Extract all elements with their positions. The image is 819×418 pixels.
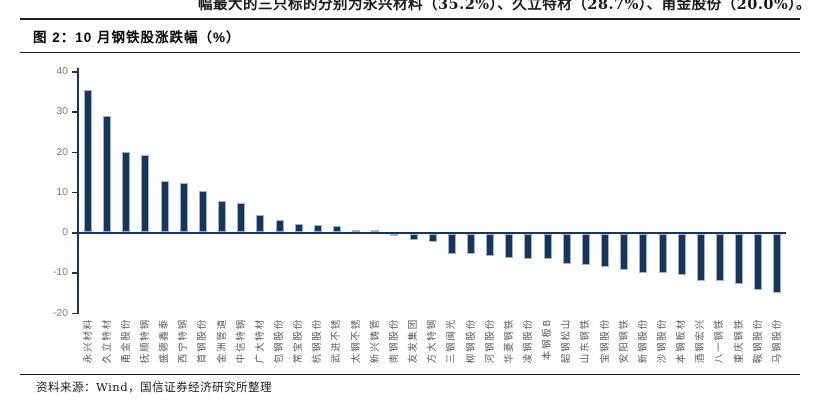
x-axis-label: 久立特材 xyxy=(101,318,113,364)
x-axis-label: 三钢闽光 xyxy=(446,318,458,364)
y-axis-tick xyxy=(72,312,77,314)
bar xyxy=(371,229,380,232)
bar xyxy=(696,233,705,281)
x-axis-label: 马钢股份 xyxy=(771,318,783,364)
bar xyxy=(275,219,284,232)
figure-top-divider xyxy=(20,18,800,21)
bar xyxy=(409,233,418,241)
bar xyxy=(620,233,629,270)
body-text-fragment: 幅最大的三只标的分别为永兴材料（35.2%）、久立特材（28.7%）、甬金股份（… xyxy=(197,0,811,11)
x-axis-label: 山东钢铁 xyxy=(580,318,592,364)
bar xyxy=(543,233,552,260)
y-axis-line xyxy=(77,68,79,314)
bar xyxy=(677,233,686,275)
bar xyxy=(639,233,648,273)
x-axis-label: 沙钢股份 xyxy=(657,318,668,364)
bar xyxy=(352,229,361,232)
x-axis-label: 新钢股份 xyxy=(637,318,649,364)
x-axis-label: 甬金股份 xyxy=(120,318,132,364)
clipped-body-text: 幅最大的三只标的分别为永兴材料（35.2%）、久立特材（28.7%）、甬金股份（… xyxy=(0,0,815,11)
x-axis-label: 抚顺特钢 xyxy=(139,318,151,364)
x-axis-label: 友发集团 xyxy=(408,318,420,364)
x-axis-label: 南钢股份 xyxy=(388,318,400,364)
report-page: { "intro_text": "幅最大的三只标的分别为永兴材料（35.2%）、… xyxy=(0,0,819,394)
x-axis-label: 韶钢松山 xyxy=(561,318,573,364)
y-axis-tick xyxy=(72,151,77,153)
bar xyxy=(160,181,169,232)
x-axis-label: 华菱钢铁 xyxy=(503,318,515,364)
x-axis-label: 本钢板材 xyxy=(676,318,688,364)
bar xyxy=(735,233,744,284)
y-axis-tick-label: -10 xyxy=(52,266,68,279)
bar xyxy=(103,116,112,232)
bar xyxy=(754,233,763,291)
y-axis-tick xyxy=(72,111,77,113)
bar xyxy=(122,151,131,232)
bar xyxy=(601,233,610,267)
source-divider xyxy=(20,374,800,376)
x-axis-label: 鞍钢股份 xyxy=(752,318,764,364)
bar xyxy=(447,233,456,254)
x-axis-label: 凌钢股份 xyxy=(522,318,534,364)
x-axis-label: 宝钢股份 xyxy=(599,318,611,364)
figure-title: 图 2：10 月钢铁股涨跌幅（%） xyxy=(33,30,241,45)
bar xyxy=(218,201,227,232)
source-note: 资料来源：Wind，国信证券经济研究所整理 xyxy=(36,380,273,394)
bar xyxy=(390,233,399,236)
bar xyxy=(256,215,265,232)
x-axis-label: 安阳钢铁 xyxy=(618,318,630,364)
y-axis-tick xyxy=(72,272,77,274)
x-axis-label: 盛德鑫泰 xyxy=(159,318,171,364)
bar xyxy=(773,233,782,294)
bar xyxy=(524,233,533,259)
bar xyxy=(198,190,207,232)
x-axis-label: 酒钢宏兴 xyxy=(695,318,707,364)
x-axis-label: 常宝股份 xyxy=(293,318,305,364)
x-axis-label: 西宁特钢 xyxy=(178,318,190,364)
bar xyxy=(658,233,667,273)
bar xyxy=(294,224,303,232)
x-axis-label: 武进不锈 xyxy=(331,318,343,364)
bar xyxy=(84,90,92,232)
bar xyxy=(237,203,246,232)
y-axis-tick-label: -20 xyxy=(52,306,68,319)
bar xyxy=(562,233,571,265)
steel-stocks-bar-chart: 40 30 20 10 0 -10 -20 永兴材料 久立特材 甬金股份 抚顺特钢 盛德鑫泰 西宁特钢首… xyxy=(0,60,819,390)
x-axis-label: 本钢板B xyxy=(542,318,554,361)
bar xyxy=(581,233,590,265)
x-axis-label: 首钢股份 xyxy=(197,318,209,364)
bar xyxy=(505,233,514,259)
x-axis-label: 新兴铸管 xyxy=(369,318,381,364)
bar xyxy=(428,233,437,243)
bar xyxy=(467,233,475,255)
x-axis-label: 永兴材料 xyxy=(82,318,94,364)
x-axis-label: 广大特材 xyxy=(254,318,266,364)
x-axis-label: 柳钢股份 xyxy=(465,318,477,364)
x-axis-label: 杭钢股份 xyxy=(312,318,324,364)
bar xyxy=(179,182,188,232)
y-axis-tick-label: 40 xyxy=(56,65,68,77)
x-axis-label: 中信特钢 xyxy=(235,318,247,364)
y-axis-tick xyxy=(72,191,77,194)
x-axis-label: 太钢不锈 xyxy=(350,318,362,364)
x-axis-label: 八一钢铁 xyxy=(714,318,726,364)
y-axis-tick xyxy=(72,232,77,234)
x-axis-label: 方大特钢 xyxy=(427,318,439,364)
bar xyxy=(313,225,322,232)
bar xyxy=(715,233,724,282)
x-axis-label: 包钢股份 xyxy=(274,318,285,364)
title-divider xyxy=(20,52,800,54)
y-axis-tick-label: 0 xyxy=(62,226,68,238)
x-axis-label: 河钢股份 xyxy=(484,318,496,364)
bar xyxy=(486,233,495,256)
y-axis-tick-label: 10 xyxy=(56,185,68,198)
x-axis-label: 重庆钢铁 xyxy=(733,318,745,364)
bar xyxy=(332,225,341,232)
zero-axis-line xyxy=(77,232,786,234)
y-axis-tick-label: 20 xyxy=(56,145,68,158)
y-axis-tick-label: 30 xyxy=(56,105,68,118)
y-axis-tick xyxy=(72,71,77,73)
x-axis-label: 金洲管道 xyxy=(216,318,228,364)
bar xyxy=(141,154,150,232)
